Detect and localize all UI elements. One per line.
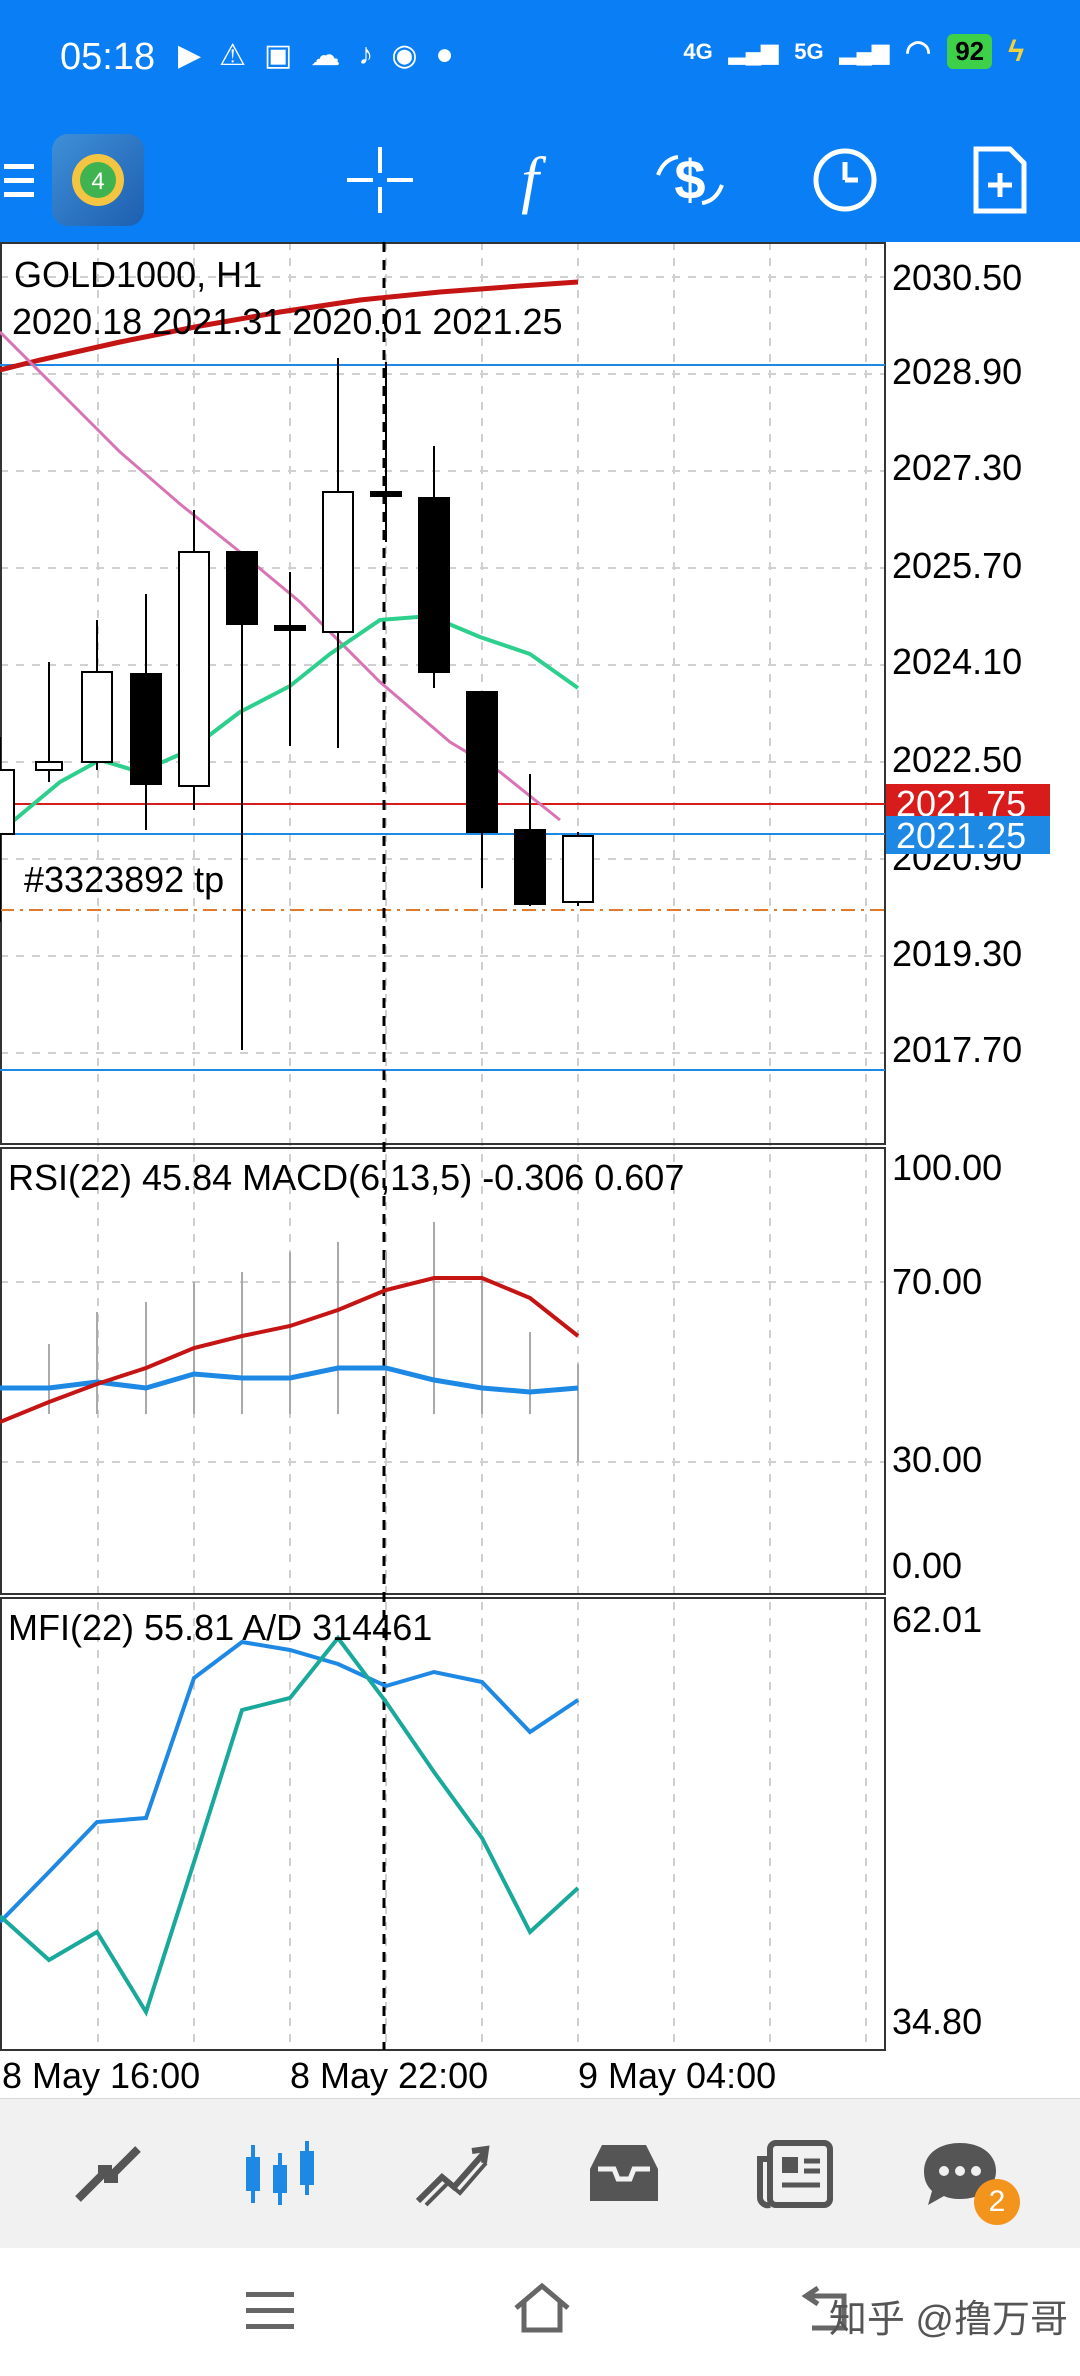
time-tick: 8 May 16:00 [2,2055,200,2096]
nav-chat[interactable]: 2 [900,2099,1020,2249]
ma-red-line [0,279,579,373]
signal-4g-bars-icon: ▂▄▆ [728,38,779,64]
bid-price-label: 2021.25 [896,815,1026,856]
price-tick: 2025.70 [892,545,1022,586]
cloud-icon: ☁ [310,39,341,72]
nav-quotes[interactable] [48,2099,168,2249]
signal-5g: 5G [794,38,824,64]
new-order-button[interactable] [950,118,1050,242]
svg-text:$: $ [674,148,705,211]
time-axis: 8 May 16:00 8 May 22:00 9 May 04:00 [2,2055,776,2096]
price-tick: 2024.10 [892,641,1022,682]
timeframe-clock-icon [813,148,877,212]
trade-icon [415,2145,490,2207]
news-icon [757,2140,833,2209]
crosshair-icon [347,147,413,213]
function-icon: f [521,145,547,215]
quotes-icon [75,2146,141,2202]
wifi-icon: ◠ [905,35,932,68]
chart-svg[interactable]: GOLD1000, H1 2020.18 2021.31 2020.01 202… [0,242,1080,2098]
crosshair-button[interactable] [330,118,430,242]
back-nav-icon[interactable] [798,2284,854,2334]
chart-toolbar: 4 f $ [0,118,1080,242]
home-nav-icon[interactable] [512,2282,572,2334]
order-label[interactable]: #3323892 tp [24,859,224,900]
history-icon [590,2145,658,2201]
ind2-tick: 34.80 [892,2001,982,2042]
warning-icon: ⚠ [219,39,246,72]
battery-indicator: 92 [947,34,993,69]
charging-icon: ϟ [1008,34,1024,68]
price-tick: 2028.90 [892,351,1022,392]
signal-4g: 4G [683,38,713,64]
ask-price-box [886,784,1050,822]
main-grid [0,242,885,2050]
nav-chart[interactable] [220,2099,340,2249]
signal-5g-bars-icon: ▂▄▆ [839,38,889,64]
indicator-2-label: MFI(22) 55.81 A/D 314461 [8,1607,432,1648]
menu-nav-icon[interactable] [244,2288,296,2332]
app-logo[interactable]: 4 [50,118,146,242]
trade-symbol-icon: $ [656,148,724,211]
price-tick: 2017.70 [892,1029,1022,1070]
metatrader-icon: 4 [52,134,144,226]
ohlc-values: 2020.18 2021.31 2020.01 2021.25 [12,301,563,342]
mfi-line [0,1634,580,2017]
app-notification-icon: ▣ [263,39,293,72]
watermark: 知乎 @撸万哥 [828,2299,1068,2341]
indicators-button[interactable]: f [480,118,580,242]
trade-symbol-button[interactable]: $ [640,118,740,242]
status-right: 4G ▂▄▆ 5G ▂▄▆ ◠ 92 ϟ [683,34,1024,69]
new-order-icon [973,146,1027,214]
symbol-info: GOLD1000, H1 [14,254,262,295]
ind1-tick: 30.00 [892,1439,982,1480]
chart-area[interactable]: GOLD1000, H1 2020.18 2021.31 2020.01 202… [0,242,1080,2098]
nav-history[interactable] [564,2099,684,2249]
ind1-tick: 70.00 [892,1261,982,1302]
menu-icon[interactable] [0,118,40,242]
ind1-tick: 0.00 [892,1545,962,1586]
play-icon: ▶ [178,39,202,72]
price-tick: 2022.50 [892,739,1022,780]
ind1-tick: 100.00 [892,1147,1002,1188]
status-bar: 05:18 ▶ ⚠ ▣ ☁ ♪ ◉ ● 4G ▂▄▆ 5G ▂▄▆ ◠ 92 ϟ [0,0,1080,118]
nav-news[interactable] [736,2099,856,2249]
status-time: 05:18 [60,36,156,78]
indicator-2-axis: 62.01 34.80 [892,1599,982,2042]
candles [0,358,594,1050]
chat-badge: 2 [974,2179,1020,2225]
svg-text:f: f [521,145,547,215]
price-tick: 2030.50 [892,257,1022,298]
svg-text:4: 4 [91,168,104,195]
ad-line [0,1639,580,1924]
tiktok-icon: ♪ [358,38,374,71]
message-icon: ● [435,38,454,71]
indicator-1-label: RSI(22) 45.84 MACD(6,13,5) -0.306 0.607 [8,1157,684,1198]
system-navigation: 知乎 @撸万哥 [0,2248,1080,2376]
circle-app-icon: ◉ [391,39,418,72]
ind2-tick: 62.01 [892,1599,982,1640]
timeframe-button[interactable] [795,118,895,242]
macd-histogram [48,1222,579,1462]
macd-signal-line [0,1276,580,1424]
bottom-navigation: 2 [0,2098,1080,2249]
price-axis: 2030.50 2028.90 2027.30 2025.70 2024.10 … [892,257,1022,1070]
chart-icon [246,2141,314,2205]
indicator-1-axis: 100.00 70.00 30.00 0.00 [892,1147,1002,1586]
nav-trade[interactable] [392,2099,512,2249]
bid-price-box [886,816,1050,854]
price-tick: 2019.30 [892,933,1022,974]
time-tick: 8 May 22:00 [290,2055,488,2096]
time-tick: 9 May 04:00 [578,2055,776,2096]
notification-icons: ▶ ⚠ ▣ ☁ ♪ ◉ ● [178,38,454,73]
price-tick: 2027.30 [892,447,1022,488]
